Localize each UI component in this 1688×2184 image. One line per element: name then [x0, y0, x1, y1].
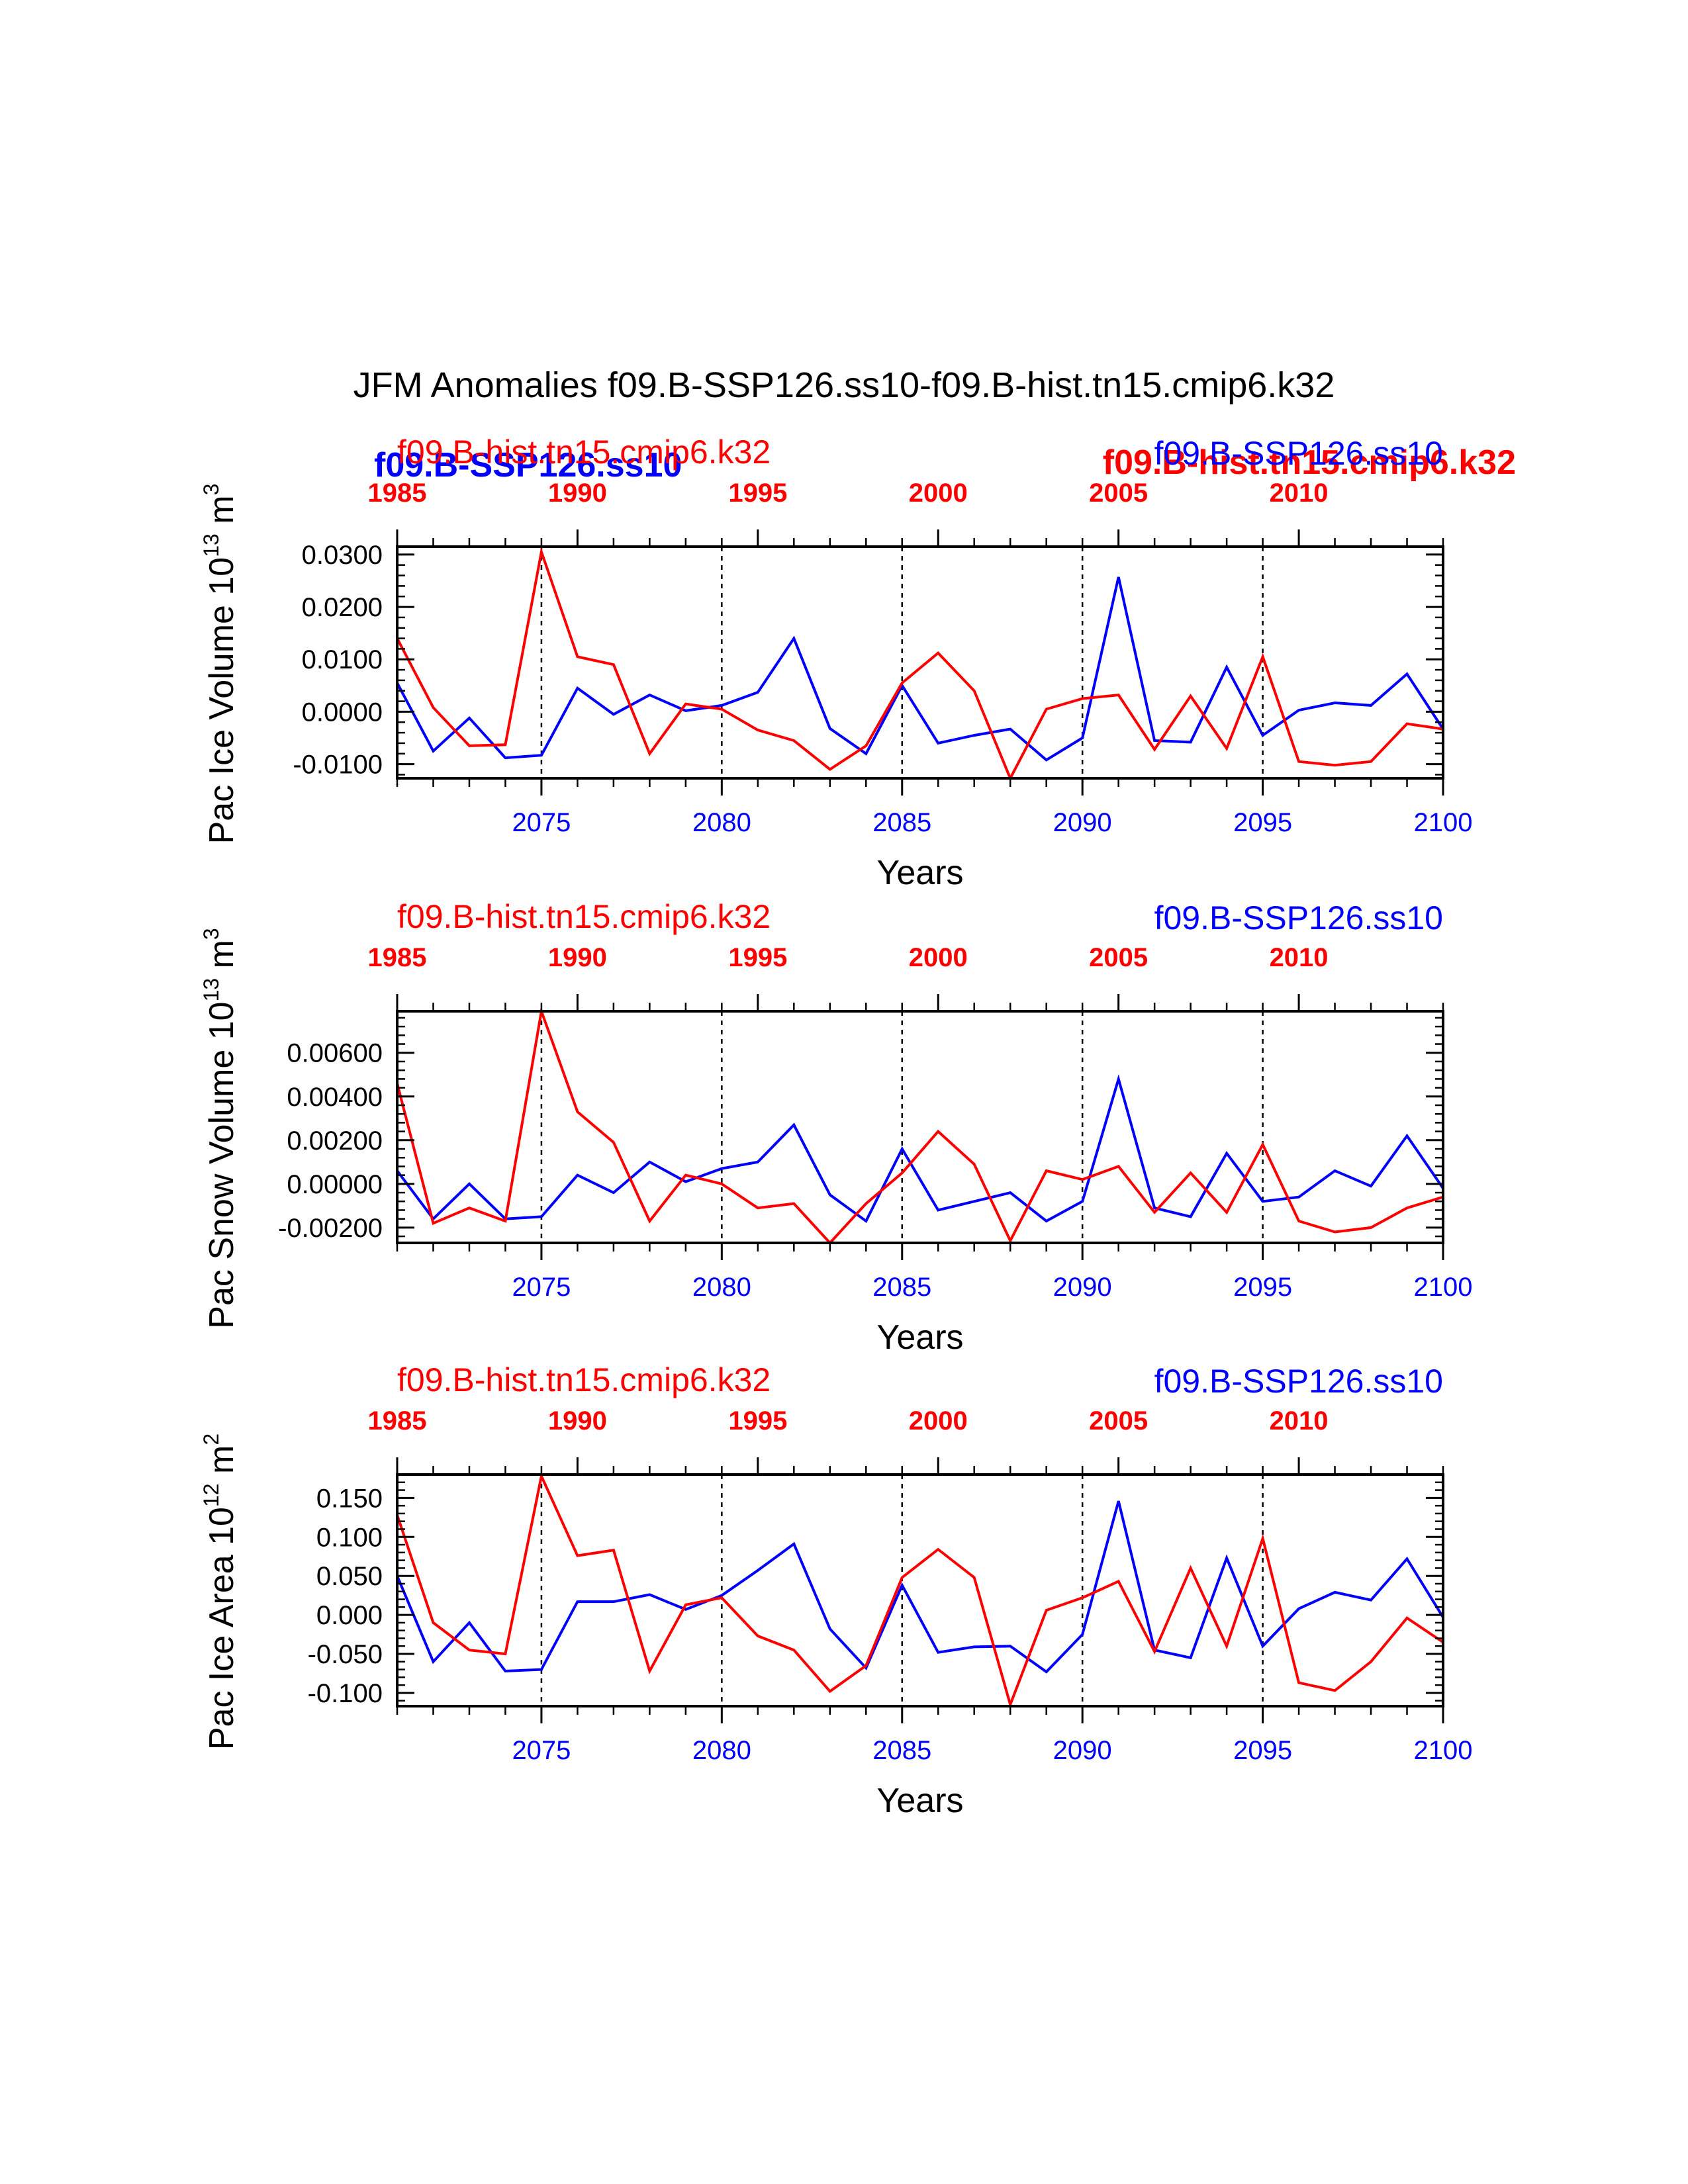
y-axis-title-part: Pac Ice Area 10 — [203, 1507, 241, 1750]
y-tick-label: 0.0300 — [302, 541, 383, 570]
x-bottom-tick-label: 2090 — [1053, 1273, 1112, 1302]
x-top-tick-label: 1995 — [728, 1406, 787, 1435]
y-tick-label: 0.0200 — [302, 593, 383, 622]
series-line-hist — [396, 1006, 1444, 1245]
y-tick-label: 0.000 — [316, 1601, 383, 1630]
x-bottom-tick-label: 2100 — [1414, 1273, 1473, 1302]
y-axis-title-exponent: 3 — [199, 928, 223, 940]
y-tick-label: 0.150 — [316, 1484, 383, 1513]
y-tick-label: -0.00200 — [278, 1214, 383, 1243]
y-axis-title: Pac Snow Volume 1013 m3 — [199, 928, 241, 1328]
x-bottom-tick-label: 2075 — [512, 808, 571, 837]
overlay-label-ssp: f09.B-SSP126.ss10 — [374, 446, 682, 484]
x-top-tick-label: 2005 — [1089, 478, 1148, 508]
series-label-ssp: f09.B-SSP126.ss10 — [1154, 899, 1443, 936]
series-label-hist: f09.B-hist.tn15.cmip6.k32 — [397, 1361, 771, 1398]
y-tick-label: 0.00600 — [287, 1039, 383, 1068]
y-axis-title-part: m — [203, 940, 241, 978]
x-top-tick-label: 1985 — [368, 943, 427, 972]
series-line-ssp — [396, 1074, 1444, 1224]
plot-frame — [396, 1473, 1444, 1707]
x-top-tick-label: 2000 — [909, 478, 968, 508]
plot-frame — [396, 1010, 1444, 1244]
series-line-hist — [396, 1471, 1444, 1709]
y-tick-label: 0.0000 — [302, 698, 383, 727]
chart-panel-1: -0.0100 0.0000 0.0100 0.0200 0.0300 2075 2080 2… — [199, 433, 1472, 892]
y-tick-label: 0.00200 — [287, 1126, 383, 1156]
x-top-tick-label: 2005 — [1089, 1406, 1148, 1435]
y-axis-title: Pac Ice Area 1012 m2 — [199, 1433, 241, 1750]
y-axis-title-exponent: 3 — [199, 484, 223, 496]
y-tick-label: 0.00000 — [287, 1170, 383, 1199]
x-bottom-tick-label: 2080 — [692, 1273, 751, 1302]
y-axis-title-part: m — [203, 1445, 241, 1484]
y-axis-title-part: Pac Snow Volume 10 — [203, 1001, 241, 1328]
y-axis-title-part: m — [203, 495, 241, 533]
series-label-hist: f09.B-hist.tn15.cmip6.k32 — [397, 898, 771, 935]
x-bottom-tick-label: 2080 — [692, 808, 751, 837]
x-bottom-tick-label: 2090 — [1053, 808, 1112, 837]
y-axis-title-exponent: 13 — [199, 533, 223, 557]
x-bottom-tick-label: 2080 — [692, 1736, 751, 1765]
series-label-ssp: f09.B-SSP126.ss10 — [1154, 435, 1443, 472]
x-top-tick-label: 1985 — [368, 1406, 427, 1435]
series-label-ssp: f09.B-SSP126.ss10 — [1154, 1363, 1443, 1400]
x-axis-title: Years — [876, 1318, 963, 1357]
series-line-ssp — [396, 1500, 1444, 1674]
x-bottom-tick-label: 2095 — [1233, 1736, 1292, 1765]
y-axis-title-part: Pac Ice Volume 10 — [203, 557, 241, 844]
x-bottom-tick-label: 2095 — [1233, 1273, 1292, 1302]
overlay-label-hist: f09.B-hist.tn15.cmip6.k32 — [1103, 443, 1516, 482]
chart-panel-2: -0.00200 0.00000 0.00200 0.00400 0.00600 2075… — [199, 898, 1472, 1357]
x-top-tick-label: 2000 — [909, 943, 968, 972]
x-top-tick-label: 1985 — [368, 478, 427, 508]
y-tick-label: 0.100 — [316, 1523, 383, 1552]
x-bottom-tick-label: 2100 — [1414, 808, 1473, 837]
y-tick-label: -0.100 — [308, 1679, 383, 1708]
y-tick-label: 0.00400 — [287, 1083, 383, 1112]
x-bottom-tick-label: 2085 — [872, 1736, 931, 1765]
x-bottom-tick-label: 2075 — [512, 1736, 571, 1765]
x-top-tick-label: 2010 — [1270, 478, 1329, 508]
x-top-tick-label: 2005 — [1089, 943, 1148, 972]
y-tick-label: 0.050 — [316, 1562, 383, 1591]
series-line-ssp — [396, 576, 1444, 762]
x-top-tick-label: 2010 — [1270, 943, 1329, 972]
x-top-tick-label: 2010 — [1270, 1406, 1329, 1435]
x-top-tick-label: 1990 — [548, 1406, 607, 1435]
y-tick-label: -0.050 — [308, 1640, 383, 1669]
x-bottom-tick-label: 2095 — [1233, 808, 1292, 837]
x-bottom-tick-label: 2085 — [872, 1273, 931, 1302]
x-top-tick-label: 1995 — [728, 943, 787, 972]
figure-title: JFM Anomalies f09.B-SSP126.ss10-f09.B-hi… — [353, 365, 1335, 405]
x-top-tick-label: 2000 — [909, 1406, 968, 1435]
series-line-hist — [396, 547, 1444, 782]
y-axis-title-exponent: 13 — [199, 978, 223, 1002]
series-label-hist: f09.B-hist.tn15.cmip6.k32 — [397, 433, 771, 471]
y-axis-title-exponent: 2 — [199, 1433, 223, 1445]
x-axis-title: Years — [876, 854, 963, 892]
y-tick-label: -0.0100 — [293, 751, 383, 780]
x-bottom-tick-label: 2075 — [512, 1273, 571, 1302]
plot-frame — [396, 545, 1444, 780]
y-tick-label: 0.0100 — [302, 645, 383, 674]
y-axis-title: Pac Ice Volume 1013 m3 — [199, 484, 241, 844]
x-top-tick-label: 1990 — [548, 943, 607, 972]
y-axis-title-exponent: 12 — [199, 1483, 223, 1507]
chart-panel-3: -0.100 -0.050 0.000 0.050 0.100 0.150 2075 2080… — [199, 1361, 1472, 1820]
x-bottom-tick-label: 2090 — [1053, 1736, 1112, 1765]
x-top-tick-label: 1990 — [548, 478, 607, 508]
x-axis-title: Years — [876, 1782, 963, 1820]
x-bottom-tick-label: 2100 — [1414, 1736, 1473, 1765]
x-bottom-tick-label: 2085 — [872, 808, 931, 837]
x-top-tick-label: 1995 — [728, 478, 787, 508]
